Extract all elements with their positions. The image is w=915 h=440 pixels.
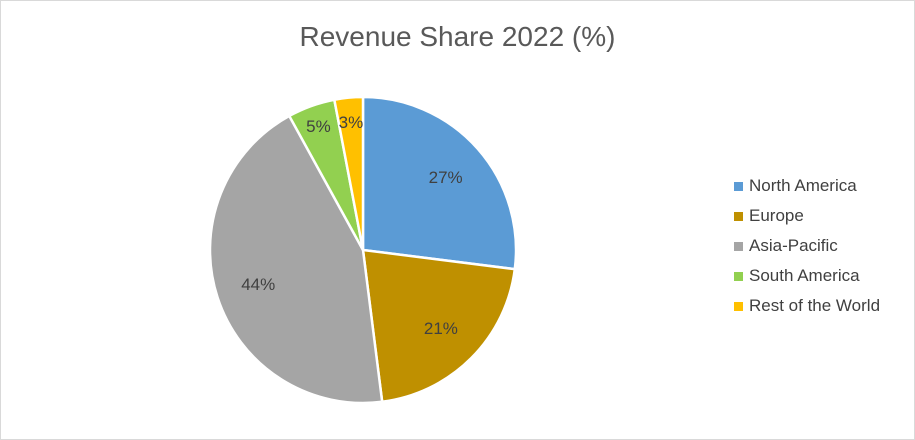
legend-label: South America [749, 266, 860, 285]
data-label: 44% [241, 275, 275, 294]
legend-label: Europe [749, 206, 804, 225]
data-label: 5% [306, 117, 331, 136]
pie-slice-asia-pacific [208, 114, 384, 405]
legend-item: Europe [734, 201, 880, 231]
legend-swatch [734, 301, 743, 311]
legend-item: North America [734, 171, 880, 201]
legend-label: North America [749, 176, 857, 195]
chart-title: Revenue Share 2022 (%) [299, 21, 616, 52]
legend-swatch [734, 271, 743, 281]
legend-swatch [734, 181, 743, 191]
legend-swatch [734, 241, 743, 251]
pie-slice-north-america [361, 95, 518, 271]
legend-swatch [734, 211, 743, 221]
legend: North America Europe Asia-Pacific South Ame… [734, 171, 880, 321]
legend-label: Asia-Pacific [749, 236, 838, 255]
legend-item: South America [734, 261, 880, 291]
pie-slice-europe [361, 248, 517, 404]
legend-item: Rest of the World [734, 291, 880, 321]
pie-slice-rest-of-the-world [332, 95, 365, 251]
data-label: 21% [424, 319, 458, 338]
legend-item: Asia-Pacific [734, 231, 880, 261]
data-label: 27% [429, 168, 463, 187]
data-label: 3% [339, 113, 364, 132]
legend-label: Rest of the World [749, 296, 881, 315]
